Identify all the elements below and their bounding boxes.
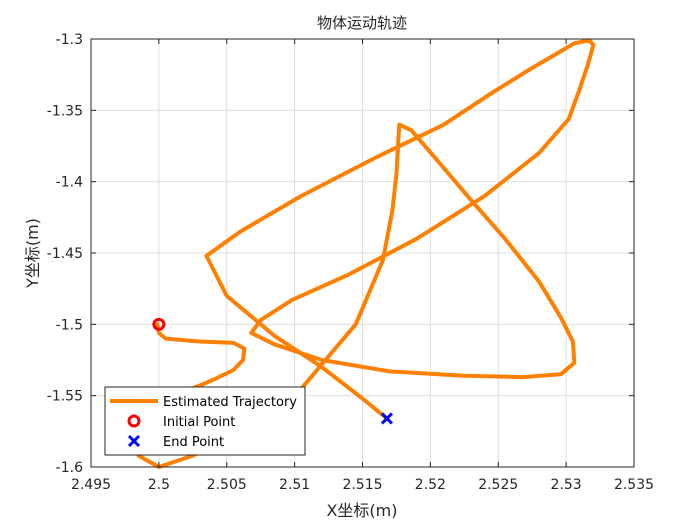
legend-label-end: End Point	[163, 435, 224, 450]
x-tick-label: 2.495	[71, 477, 111, 493]
initial-point-marker	[152, 317, 166, 331]
x-tick-label: 2.525	[478, 477, 518, 493]
x-tick-label: 2.5	[148, 477, 170, 493]
legend: Estimated Trajectory Initial Point End P…	[104, 386, 306, 456]
legend-label-trajectory: Estimated Trajectory	[163, 395, 297, 410]
legend-initial-marker	[127, 414, 141, 428]
x-tick-label: 2.51	[279, 477, 310, 493]
y-tick-label: -1.5	[56, 317, 83, 333]
y-tick-label: -1.45	[47, 246, 83, 262]
end-point-marker	[380, 412, 393, 425]
x-tick-label: 2.535	[614, 477, 654, 493]
x-tick-label: 2.52	[415, 477, 446, 493]
x-tick-label: 2.515	[342, 477, 382, 493]
ticks: 2.495 2.5 2.505 2.51 2.515 2.52 2.525 2.53 2.535…	[47, 32, 654, 493]
y-tick-label: -1.55	[47, 389, 83, 405]
chart-title: 物体运动轨迹	[317, 14, 407, 32]
legend-end-marker	[127, 434, 141, 448]
x-tick-label: 2.505	[207, 477, 247, 493]
legend-label-initial: Initial Point	[163, 415, 235, 430]
x-tick-label: 2.53	[551, 477, 582, 493]
y-axis-label: Y坐标(m)	[23, 218, 42, 289]
y-tick-label: -1.3	[56, 32, 83, 48]
y-tick-label: -1.35	[47, 103, 83, 119]
x-axis-label: X坐标(m)	[326, 501, 397, 520]
y-tick-label: -1.6	[56, 460, 83, 476]
y-tick-label: -1.4	[56, 175, 83, 191]
